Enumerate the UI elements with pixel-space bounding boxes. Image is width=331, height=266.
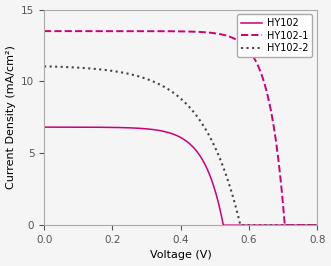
HY102-1 <box>42 30 46 33</box>
HY102 <box>315 223 319 227</box>
HY102-2 <box>59 65 63 68</box>
HY102-1 <box>216 32 220 35</box>
HY102-1 <box>59 30 63 33</box>
HY102-2 <box>239 223 243 227</box>
HY102-1 <box>277 165 281 169</box>
HY102 <box>216 200 220 203</box>
HY102-2 <box>201 123 205 126</box>
HY102-1 <box>208 31 212 34</box>
HY102 <box>250 223 254 227</box>
Y-axis label: Current Density (mA/cm²): Current Density (mA/cm²) <box>6 45 16 189</box>
HY102-1 <box>283 223 287 227</box>
Line: HY102: HY102 <box>44 127 317 225</box>
Legend: HY102, HY102-1, HY102-2: HY102, HY102-1, HY102-2 <box>237 14 312 57</box>
Line: HY102-2: HY102-2 <box>44 66 317 225</box>
HY102 <box>221 223 225 227</box>
Line: HY102-1: HY102-1 <box>44 31 317 225</box>
HY102-1 <box>249 52 253 55</box>
HY102 <box>201 159 205 162</box>
HY102-2 <box>42 65 46 68</box>
HY102-2 <box>250 223 254 227</box>
HY102 <box>42 126 46 129</box>
HY102-2 <box>208 135 212 139</box>
HY102 <box>59 126 63 129</box>
HY102-1 <box>315 223 319 227</box>
HY102-1 <box>201 31 205 34</box>
HY102-2 <box>216 152 220 156</box>
HY102-2 <box>278 223 282 227</box>
X-axis label: Voltage (V): Voltage (V) <box>150 251 212 260</box>
HY102 <box>278 223 282 227</box>
HY102 <box>208 174 212 177</box>
HY102-2 <box>315 223 319 227</box>
